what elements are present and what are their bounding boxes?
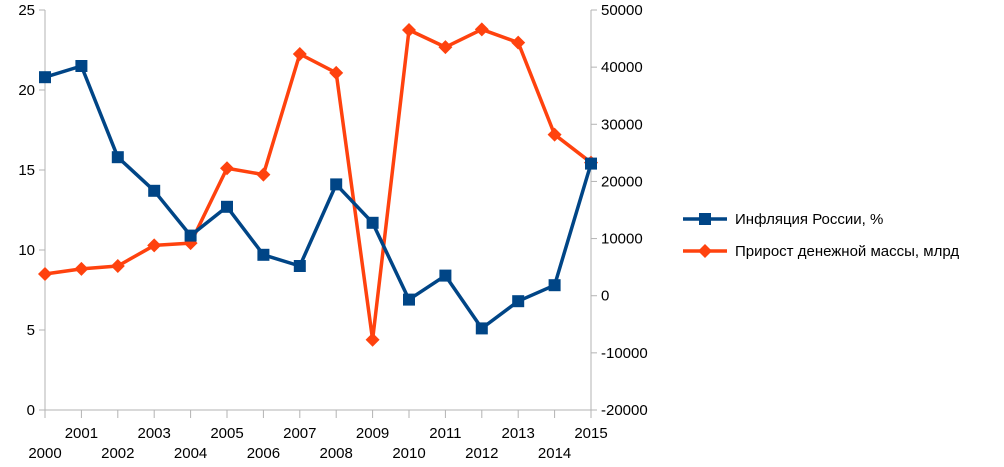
data-point (111, 151, 124, 164)
left-y-tick-label: 5 (27, 322, 35, 339)
data-point (292, 47, 307, 61)
data-point (220, 161, 234, 176)
data-point (439, 269, 452, 282)
data-point (75, 60, 88, 72)
left-y-tick-label: 25 (18, 2, 35, 19)
data-point (548, 279, 561, 292)
legend: Инфляция России, % Прирост денежной массы… (683, 211, 959, 260)
data-point (330, 178, 343, 191)
legend-label: Инфляция России, % (735, 211, 883, 228)
x-tick-label: 2001 (65, 425, 98, 442)
axes (39, 9, 597, 418)
data-point (148, 184, 161, 197)
data-point (39, 71, 51, 84)
right-y-tick-label: 20000 (601, 173, 643, 190)
x-tick-label: 2006 (247, 445, 280, 462)
data-point (256, 167, 271, 182)
data-point (698, 244, 712, 258)
x-tick-label: 2003 (138, 425, 171, 442)
x-tick-label: 2014 (538, 445, 571, 462)
right-y-tick-label: 40000 (601, 59, 643, 76)
data-point (365, 332, 380, 347)
data-point (293, 260, 306, 272)
right-y-tick-label: 50000 (601, 2, 643, 19)
tick-labels: 0 5 10 15 20 25 -20000 -10000 0 10000 20000 30000 40… (18, 2, 647, 462)
data-point (221, 200, 233, 213)
series-line (44, 64, 593, 331)
right-y-tick-label: -20000 (601, 402, 648, 419)
x-tick-label: 2011 (429, 425, 461, 442)
x-tick-label: 2009 (356, 425, 389, 442)
data-point (74, 261, 89, 276)
data-point (184, 229, 197, 242)
series-1 (39, 60, 597, 335)
data-point (511, 35, 526, 50)
x-tick-label: 2002 (101, 445, 134, 462)
x-tick-label: 2000 (28, 445, 61, 462)
x-tick-label: 2013 (502, 425, 535, 442)
data-point (402, 23, 416, 37)
x-tick-label: 2005 (210, 425, 243, 442)
data-point (38, 267, 52, 281)
x-tick-label: 2004 (174, 445, 207, 462)
data-point (475, 322, 488, 335)
series (38, 22, 598, 347)
left-y-tick-label: 15 (18, 162, 35, 179)
right-y-tick-label: 0 (601, 288, 609, 305)
legend-entry-2: Прирост денежной массы, млрд (683, 243, 959, 260)
legend-label: Прирост денежной массы, млрд (735, 243, 959, 260)
x-tick-label: 2007 (283, 425, 316, 442)
right-y-tick-label: -10000 (601, 345, 648, 362)
data-point (366, 216, 379, 229)
x-tick-label: 2008 (320, 445, 353, 462)
data-point (257, 248, 270, 261)
data-point (110, 259, 125, 273)
data-point (438, 40, 453, 55)
x-tick-label: 2010 (392, 445, 425, 462)
data-point (329, 65, 344, 80)
x-tick-label: 2015 (574, 425, 607, 442)
data-point (585, 157, 597, 170)
right-y-tick-label: 10000 (601, 231, 643, 248)
left-y-tick-label: 10 (18, 242, 35, 259)
left-y-tick-label: 20 (18, 82, 35, 99)
data-point (147, 238, 162, 253)
series-line (44, 27, 593, 342)
right-y-tick-label: 30000 (601, 116, 643, 133)
data-point (403, 293, 415, 306)
legend-entry-1: Инфляция России, % (683, 211, 883, 228)
x-tick-label: 2012 (465, 445, 498, 462)
left-y-tick-label: 0 (27, 402, 35, 419)
data-point (699, 213, 711, 225)
data-point (474, 22, 489, 37)
data-point (512, 295, 525, 308)
data-point (547, 127, 562, 142)
